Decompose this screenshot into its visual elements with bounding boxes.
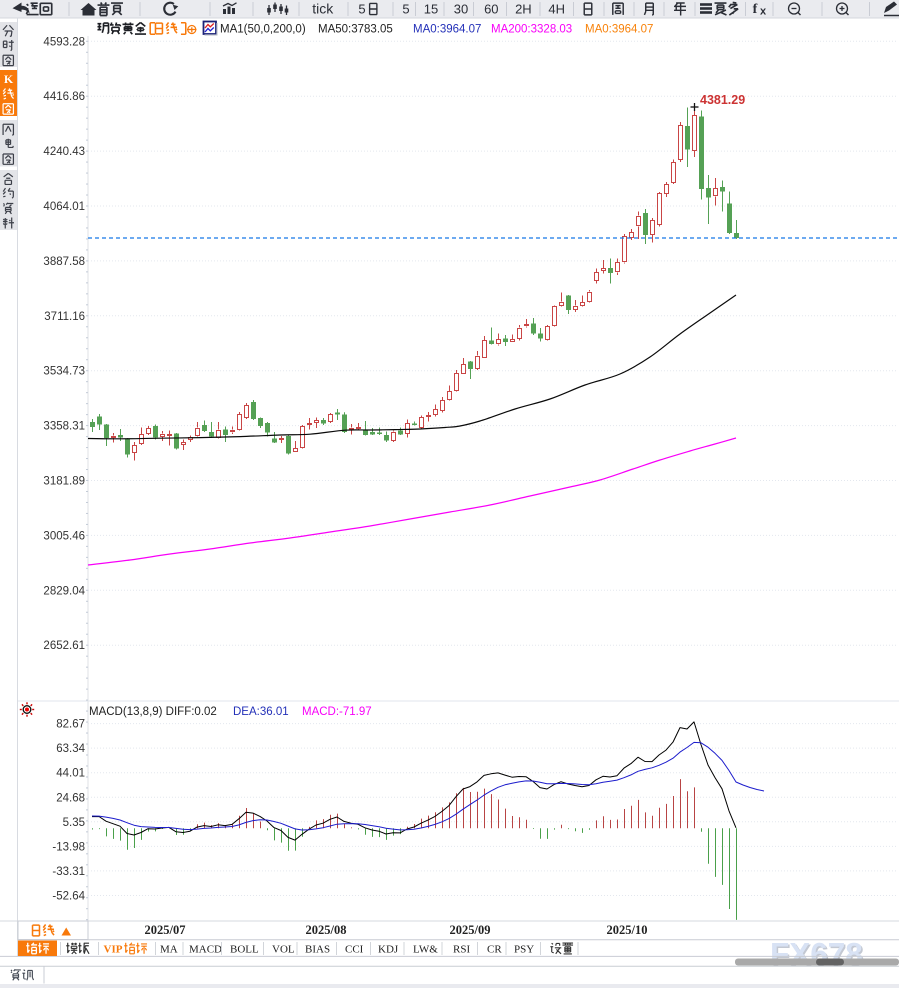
- svg-text:CR: CR: [487, 944, 502, 956]
- svg-text:3711.16: 3711.16: [44, 311, 85, 323]
- svg-text:63.34: 63.34: [56, 743, 85, 755]
- svg-text:MA1(50,0,200,0): MA1(50,0,200,0): [220, 24, 306, 36]
- svg-text:5.35: 5.35: [63, 817, 85, 829]
- svg-text:5: 5: [358, 2, 365, 17]
- svg-text:2025/07: 2025/07: [145, 923, 186, 937]
- svg-text:2829.04: 2829.04: [43, 585, 85, 597]
- svg-text:MA200:3328.03: MA200:3328.03: [491, 24, 572, 36]
- svg-text:BOLL: BOLL: [230, 944, 259, 956]
- svg-text:MACD: MACD: [189, 944, 222, 956]
- svg-text:60: 60: [484, 2, 498, 17]
- svg-text:x: x: [760, 6, 767, 18]
- svg-text:DEA:36.01: DEA:36.01: [233, 706, 289, 718]
- svg-text:f: f: [753, 2, 758, 17]
- svg-text:15: 15: [424, 2, 438, 17]
- svg-text:2025/10: 2025/10: [607, 923, 648, 937]
- svg-text:5: 5: [402, 2, 409, 17]
- svg-text:MA0:3964.07: MA0:3964.07: [413, 24, 481, 36]
- svg-text:4240.43: 4240.43: [43, 146, 85, 158]
- svg-text:30: 30: [454, 2, 468, 17]
- svg-text:2025/09: 2025/09: [450, 923, 491, 937]
- svg-text:tick: tick: [312, 1, 334, 17]
- svg-text:4593.28: 4593.28: [43, 36, 85, 48]
- svg-text:MACD:-71.97: MACD:-71.97: [302, 706, 372, 718]
- svg-text:MA50:3783.05: MA50:3783.05: [318, 24, 393, 36]
- svg-text:4H: 4H: [548, 2, 565, 17]
- svg-text:MA0:3964.07: MA0:3964.07: [585, 24, 653, 36]
- svg-text:VOL: VOL: [272, 944, 295, 956]
- svg-text:44.01: 44.01: [56, 768, 85, 780]
- svg-text:3005.46: 3005.46: [43, 530, 85, 542]
- svg-text:VIP: VIP: [104, 944, 123, 956]
- svg-text:PSY: PSY: [514, 944, 534, 956]
- svg-text:-13.98: -13.98: [52, 841, 85, 853]
- svg-text:3358.31: 3358.31: [43, 421, 85, 433]
- svg-text:CCI: CCI: [345, 944, 364, 956]
- svg-text:-33.31: -33.31: [52, 866, 85, 878]
- svg-text:24.68: 24.68: [56, 792, 85, 804]
- svg-text:3887.58: 3887.58: [43, 256, 85, 268]
- svg-text:2025/08: 2025/08: [306, 923, 347, 937]
- svg-text:4381.29: 4381.29: [700, 93, 745, 107]
- svg-text:LW&: LW&: [413, 944, 438, 956]
- svg-text:BIAS: BIAS: [305, 944, 330, 956]
- svg-text:KDJ: KDJ: [378, 944, 399, 956]
- svg-text:2652.61: 2652.61: [43, 640, 85, 652]
- svg-text:K: K: [4, 72, 14, 86]
- svg-text:RSI: RSI: [453, 944, 470, 956]
- svg-text:3181.89: 3181.89: [43, 476, 85, 488]
- svg-text:2H: 2H: [515, 2, 532, 17]
- svg-text:MA: MA: [160, 944, 178, 956]
- svg-text:82.67: 82.67: [56, 719, 85, 731]
- svg-text:MACD(13,8,9) DIFF:0.02: MACD(13,8,9) DIFF:0.02: [89, 706, 217, 718]
- svg-text:4064.01: 4064.01: [43, 201, 85, 213]
- svg-text:-52.64: -52.64: [52, 890, 85, 902]
- svg-text:FX678: FX678: [772, 937, 865, 973]
- svg-text:4416.86: 4416.86: [43, 91, 85, 103]
- svg-text:3534.73: 3534.73: [43, 366, 85, 378]
